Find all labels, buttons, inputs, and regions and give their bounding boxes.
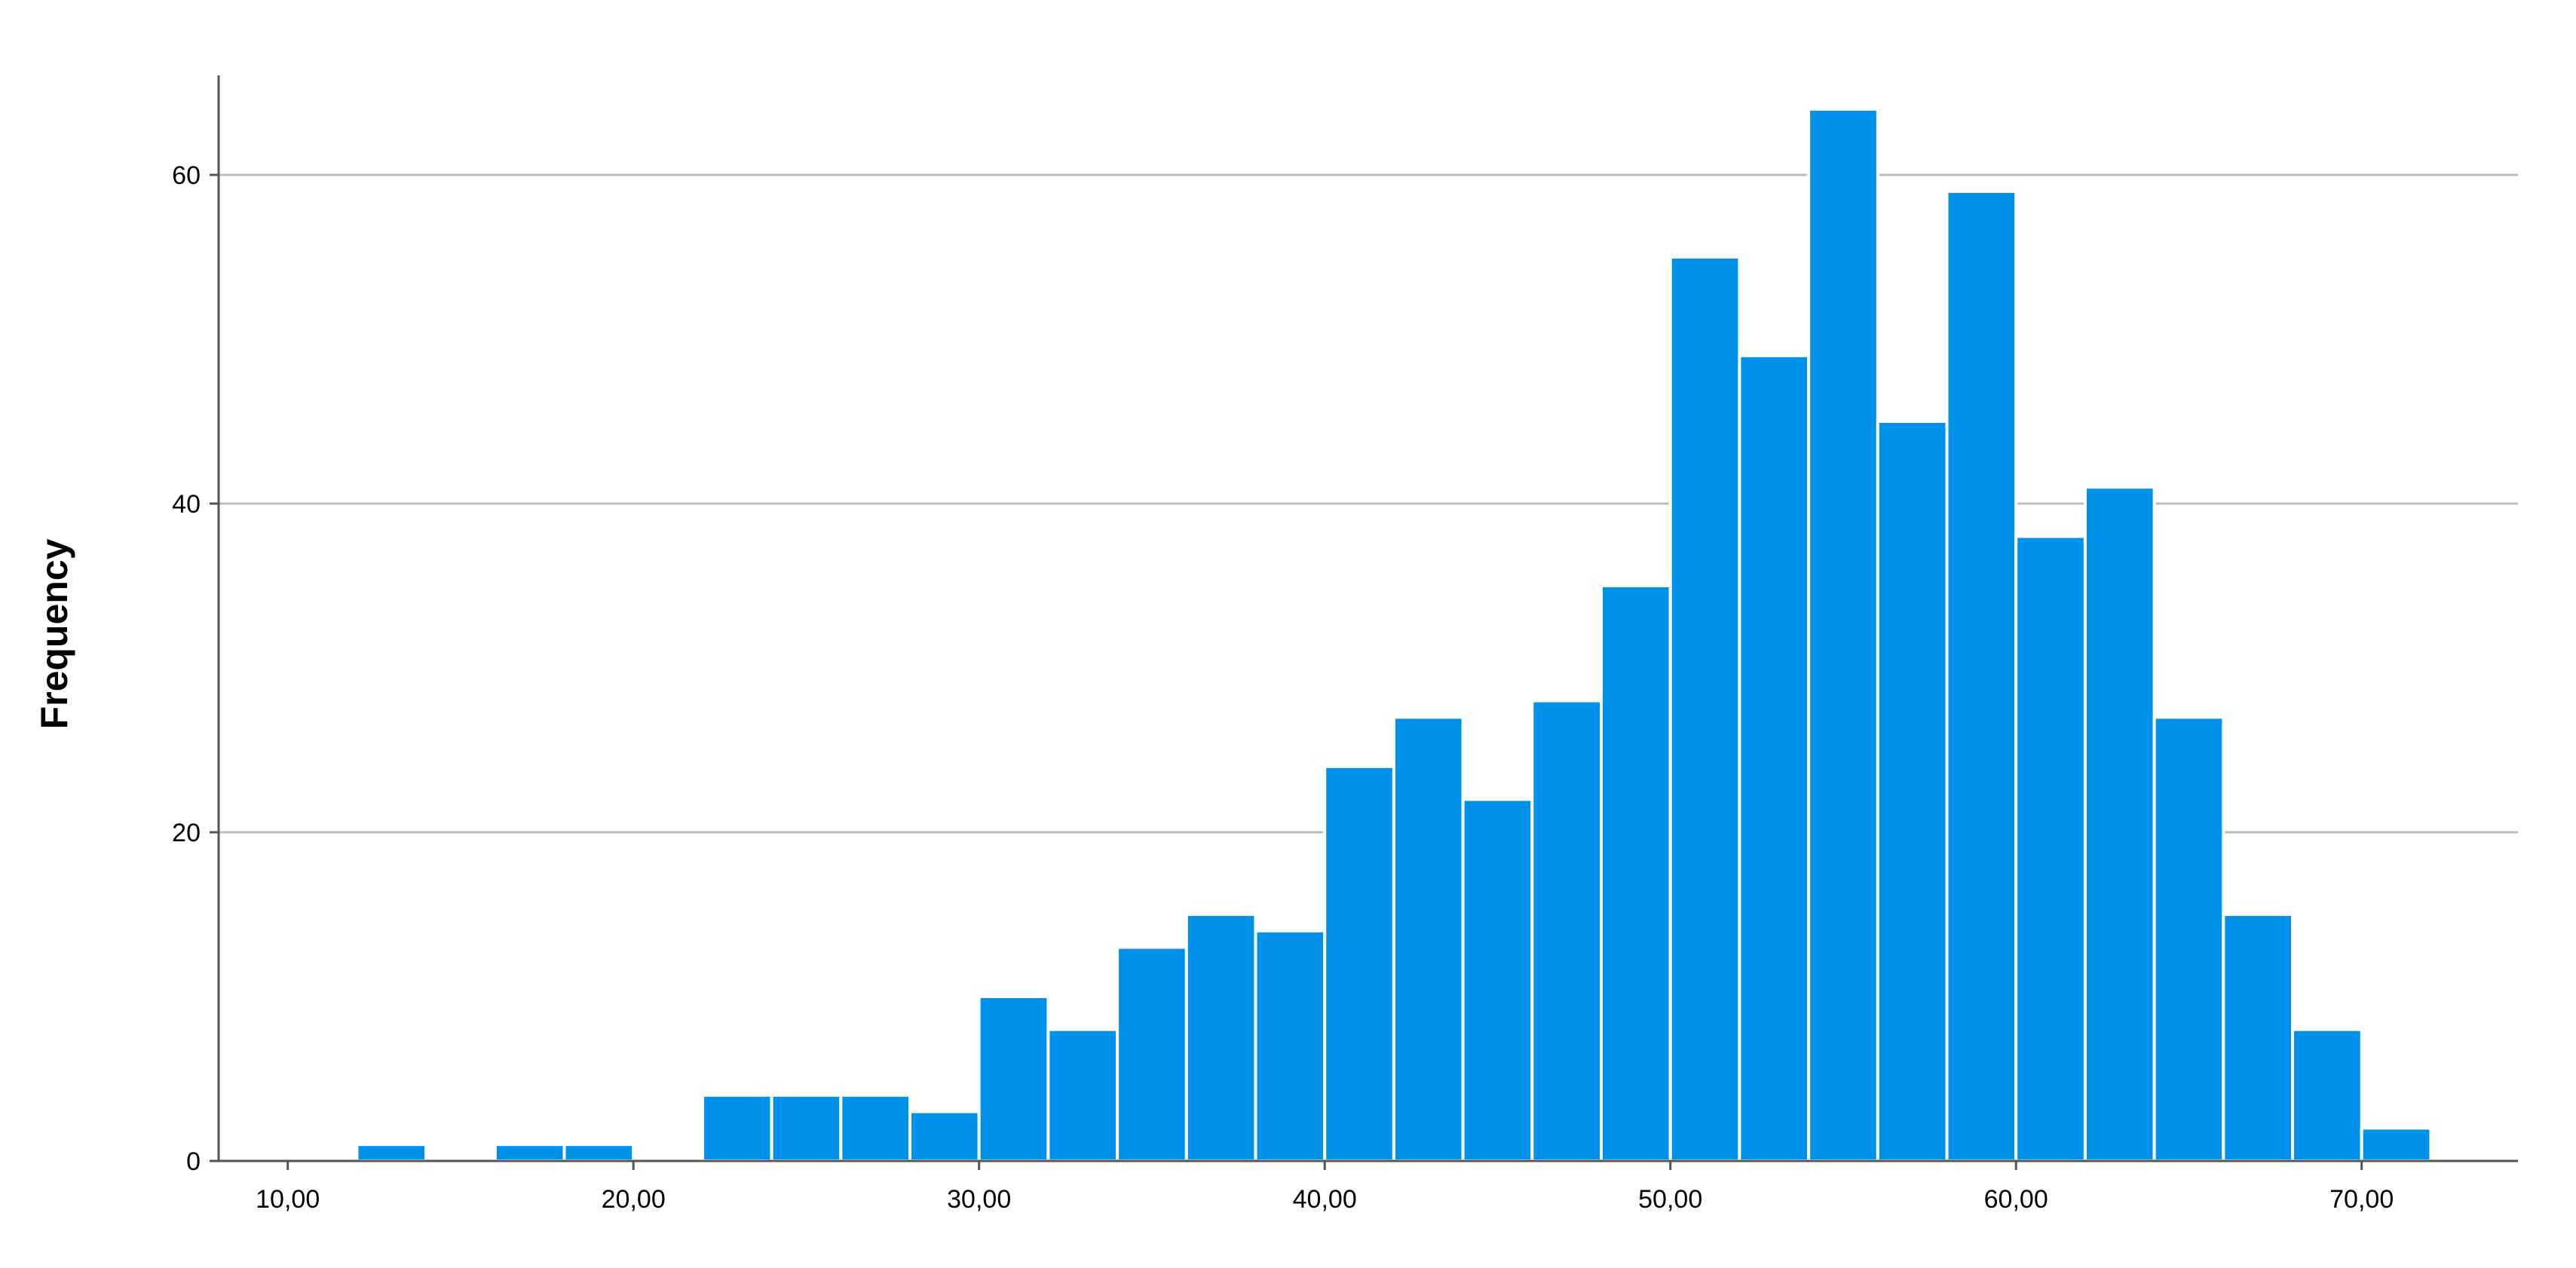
x-tick-label: 30,00 [947, 1185, 1011, 1214]
bars [355, 107, 2433, 1163]
histogram-bar [1738, 354, 1811, 1162]
histogram-bar [908, 1110, 981, 1162]
y-tick-label: 20 [172, 819, 201, 847]
histogram-bar [977, 995, 1050, 1162]
histogram-bar [1184, 913, 1257, 1162]
histogram-bar [2360, 1126, 2433, 1163]
x-tick-label: 20,00 [602, 1185, 666, 1214]
axes [210, 75, 2518, 1170]
y-axis-label: Frequency [33, 538, 75, 730]
histogram-bar [1668, 256, 1741, 1162]
y-tick-label: 60 [172, 161, 201, 190]
x-tick-label: 10,00 [256, 1185, 320, 1214]
histogram-bar [1461, 798, 1534, 1163]
histogram-bar [2014, 534, 2087, 1162]
y-tick-label: 40 [172, 490, 201, 519]
histogram-bar [1392, 715, 1465, 1162]
histogram-bar [1600, 584, 1672, 1162]
y-tick-label: 0 [186, 1147, 201, 1176]
histogram-bar [1254, 929, 1327, 1163]
histogram-bar [2152, 715, 2225, 1162]
histogram-bar [355, 1143, 428, 1162]
histogram-bar [1046, 1028, 1120, 1162]
histogram-bar [562, 1143, 636, 1162]
x-tick-label: 40,00 [1293, 1185, 1357, 1214]
x-tick-label: 60,00 [1984, 1185, 2048, 1214]
histogram-bar [700, 1093, 773, 1163]
histogram-bar [1323, 764, 1395, 1162]
histogram-bar [1876, 420, 1949, 1162]
histogram-bar [1530, 699, 1603, 1162]
histogram-bar [1945, 189, 2018, 1162]
histogram-bar [2222, 913, 2295, 1162]
histogram-bar [770, 1093, 843, 1163]
tick-labels: 10,00 20,00 30,00 40,00 50,00 60,00 70,00 0 20 40… [172, 161, 2394, 1214]
histogram-bar [2291, 1028, 2363, 1162]
histogram-bar [839, 1093, 912, 1163]
histogram-bar [1116, 945, 1188, 1162]
histogram-bar [493, 1143, 566, 1162]
histogram-bar [1807, 107, 1879, 1162]
histogram-bar [2083, 485, 2156, 1162]
x-tick-label: 70,00 [2329, 1185, 2394, 1214]
x-tick-label: 50,00 [1638, 1185, 1702, 1214]
